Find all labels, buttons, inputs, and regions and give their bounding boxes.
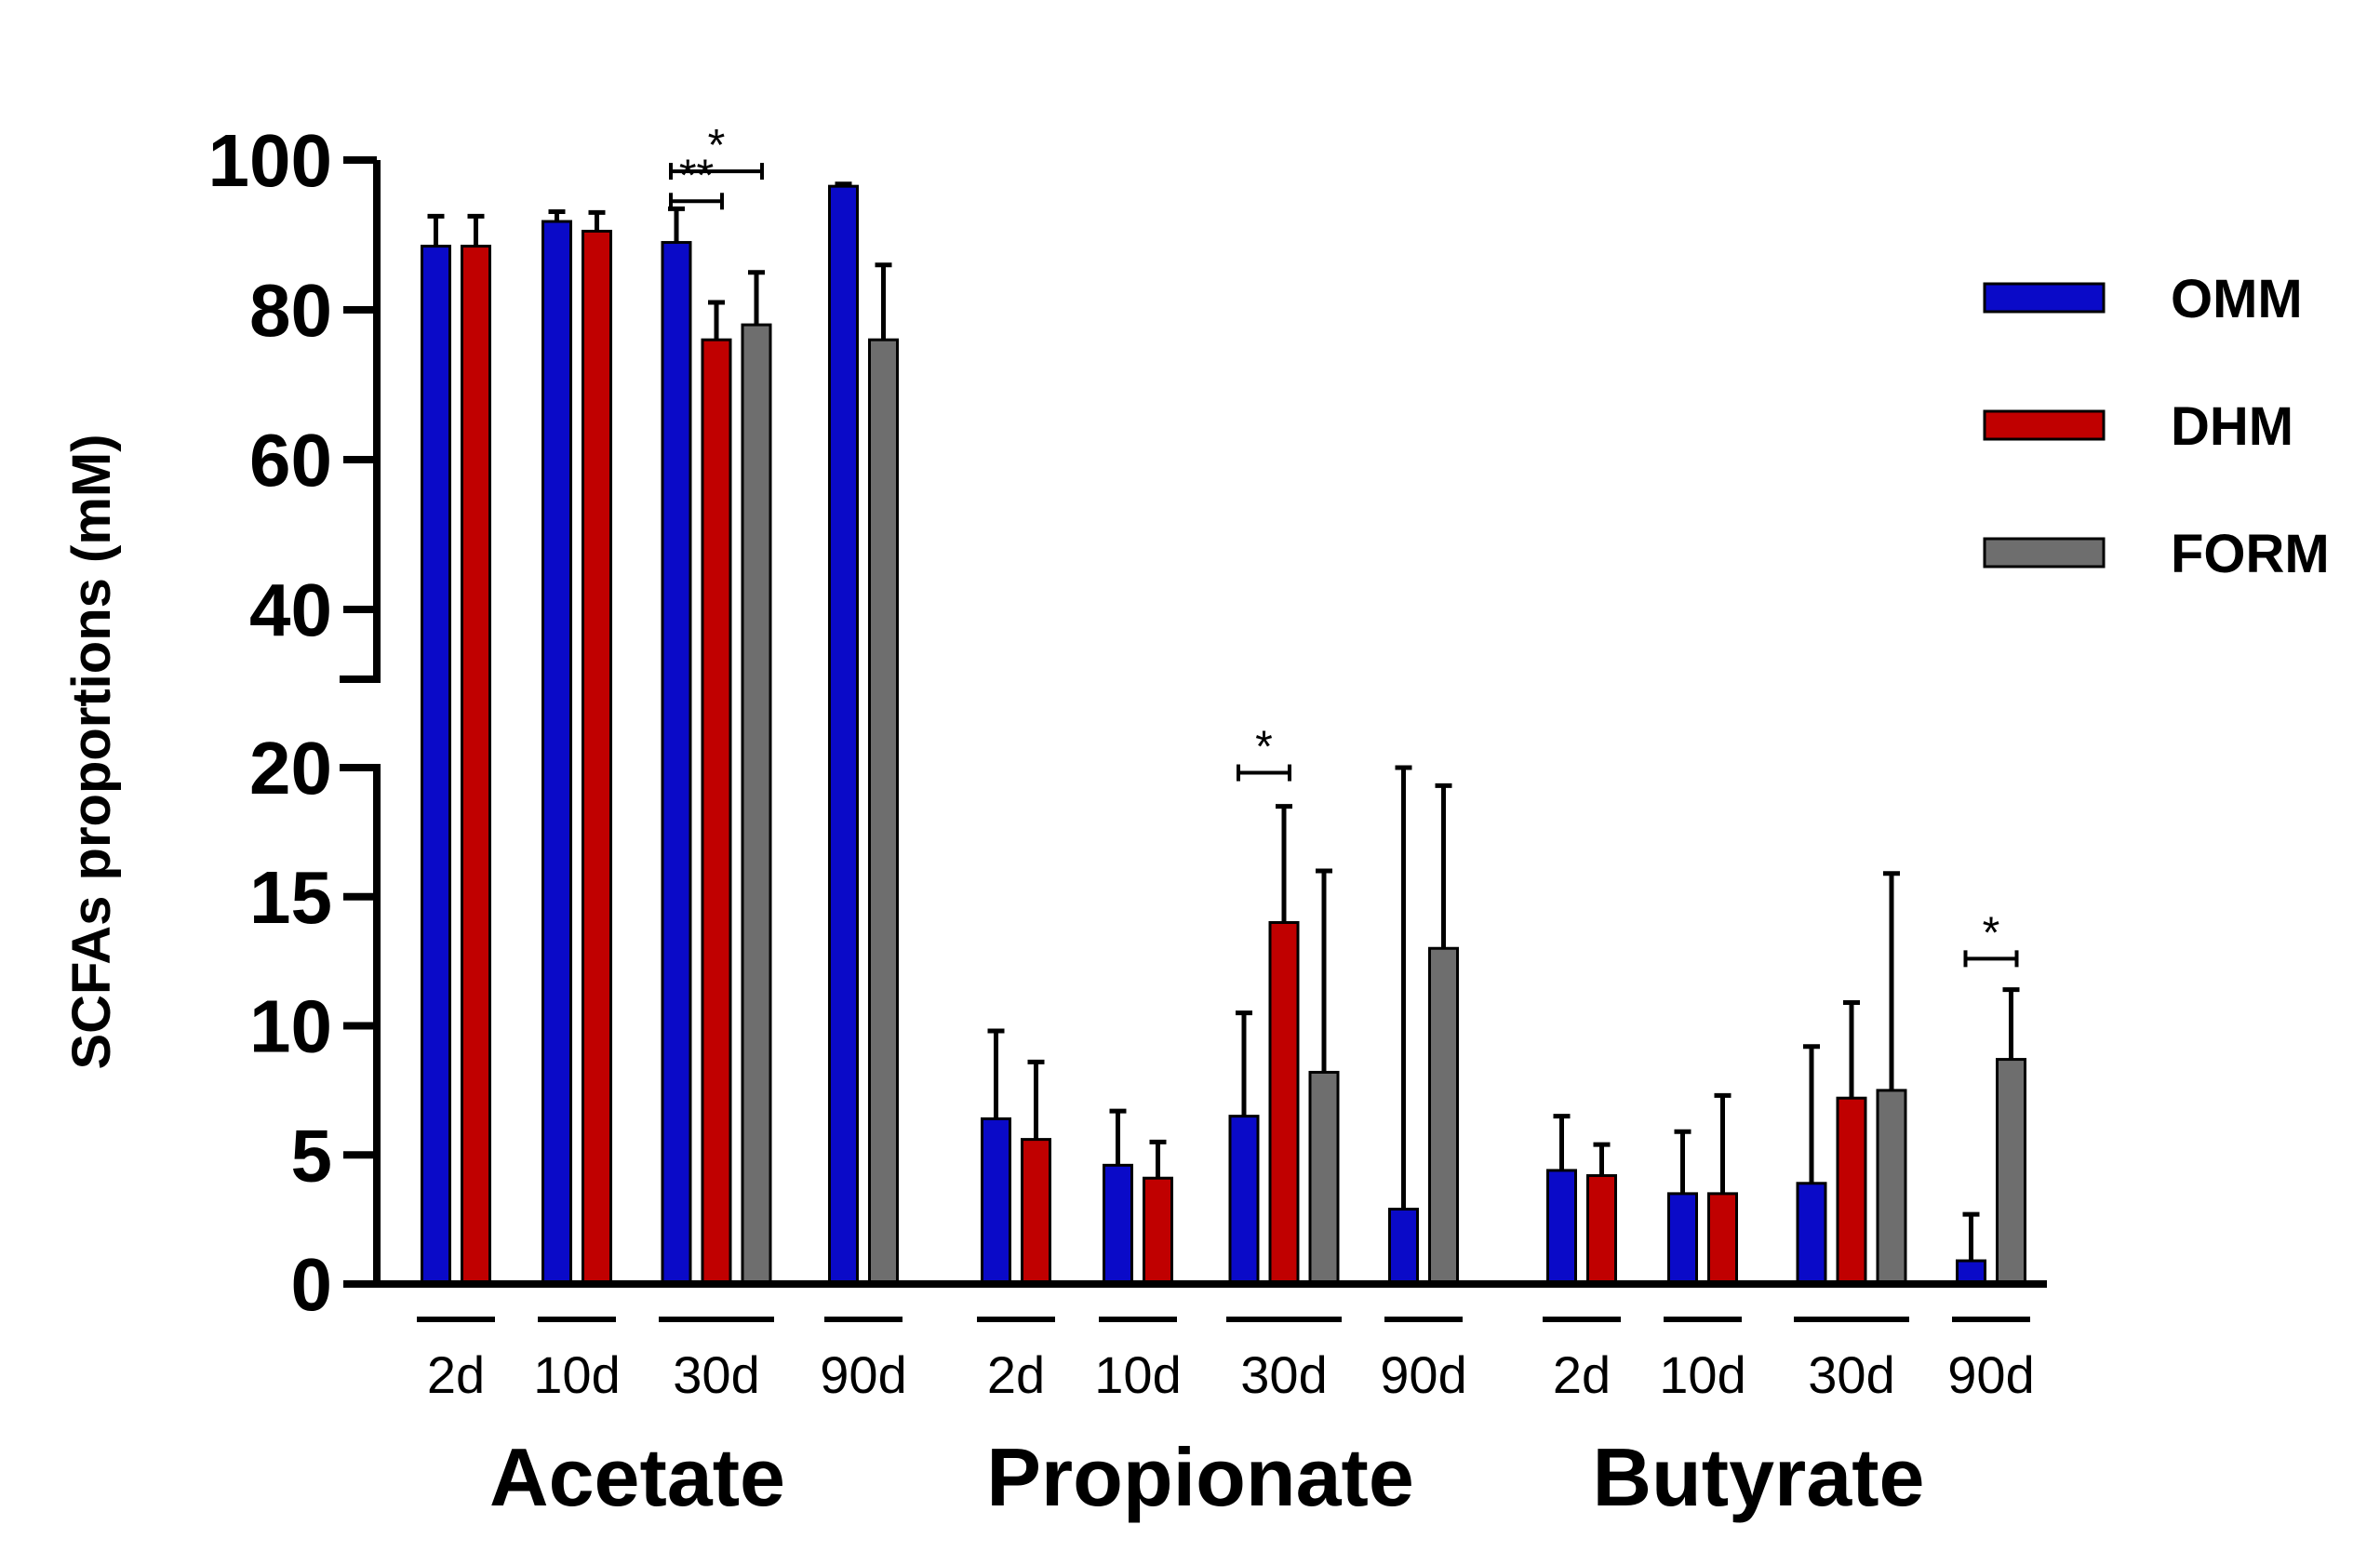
bar-butyrate-30d-form — [1876, 1089, 1907, 1286]
legend-swatch-omm — [1983, 282, 2106, 314]
bar-butyrate-30d-dhm — [1836, 1096, 1867, 1286]
y-axis-title: SCFAs proportions (mM) — [61, 434, 122, 1069]
y-tick-80-label: 80 — [249, 269, 332, 352]
bar-butyrate-30d-omm — [1796, 1182, 1827, 1286]
timepoint-label-butyrate-90d: 90d — [1947, 1345, 2034, 1404]
y-tick-15-label: 15 — [249, 856, 332, 939]
bar-acetate-30d-omm — [661, 241, 692, 1286]
bar-butyrate-10d-dhm — [1707, 1192, 1738, 1286]
y-tick-5-label: 5 — [291, 1114, 333, 1197]
timepoint-label-acetate-10d: 10d — [533, 1345, 620, 1404]
legend-label-omm: OMM — [2171, 269, 2303, 329]
legend-label-dhm: DHM — [2171, 396, 2293, 457]
timepoint-label-acetate-90d: 90d — [820, 1345, 906, 1404]
legend-label-form: FORM — [2171, 524, 2330, 584]
bar-butyrate-2d-dhm — [1586, 1173, 1617, 1286]
group-label-acetate: Acetate — [489, 1431, 785, 1523]
bar-butyrate-10d-omm — [1667, 1192, 1698, 1286]
timepoint-label-propionate-30d: 30d — [1240, 1345, 1327, 1404]
timepoint-label-propionate-10d: 10d — [1094, 1345, 1181, 1404]
group-label-butyrate: Butyrate — [1593, 1431, 1925, 1523]
timepoint-label-acetate-30d: 30d — [673, 1345, 759, 1404]
bar-acetate-10d-dhm — [582, 229, 612, 1286]
significance-propionate-30d-omm-dhm-label: * — [1255, 723, 1273, 772]
bar-propionate-10d-omm — [1103, 1163, 1133, 1286]
bar-acetate-30d-dhm — [701, 338, 732, 1286]
significance-butyrate-90d-omm-form-label: * — [1983, 908, 2000, 957]
bar-propionate-2d-omm — [981, 1117, 1011, 1286]
bar-butyrate-90d-omm — [1956, 1259, 1986, 1286]
bar-propionate-2d-dhm — [1021, 1138, 1051, 1286]
legend-swatch-dhm — [1983, 409, 2106, 441]
y-tick-60-label: 60 — [249, 419, 332, 502]
bar-acetate-10d-omm — [542, 220, 572, 1286]
y-tick-0-label: 0 — [291, 1243, 333, 1326]
bar-propionate-30d-dhm — [1268, 921, 1300, 1286]
timepoint-label-acetate-2d: 2d — [427, 1345, 485, 1404]
bar-acetate-30d-form — [741, 323, 772, 1286]
y-tick-10-label: 10 — [249, 985, 332, 1068]
bar-acetate-2d-dhm — [461, 245, 491, 1286]
bar-propionate-10d-dhm — [1143, 1176, 1173, 1286]
bar-acetate-2d-omm — [421, 245, 451, 1286]
bar-acetate-90d-form — [868, 338, 899, 1286]
timepoint-label-propionate-2d: 2d — [987, 1345, 1045, 1404]
significance-acetate-30d-omm-dhm-label: ** — [679, 151, 714, 200]
bar-butyrate-90d-form — [1996, 1058, 2026, 1286]
y-tick-100-label: 100 — [208, 119, 332, 202]
bar-acetate-90d-omm — [828, 184, 859, 1286]
significance-acetate-30d-omm-form-label: * — [708, 121, 726, 170]
bar-propionate-90d-omm — [1388, 1208, 1419, 1286]
timepoint-label-butyrate-10d: 10d — [1659, 1345, 1745, 1404]
legend: OMM DHM FORM — [1983, 269, 2330, 584]
timepoint-label-butyrate-2d: 2d — [1553, 1345, 1611, 1404]
bar-propionate-30d-omm — [1228, 1115, 1260, 1286]
timepoint-label-butyrate-30d: 30d — [1808, 1345, 1894, 1404]
bar-propionate-30d-form — [1308, 1070, 1340, 1286]
legend-swatch-form — [1983, 537, 2106, 568]
bar-propionate-90d-form — [1428, 946, 1459, 1286]
y-tick-40-label: 40 — [249, 568, 332, 651]
y-tick-20-label: 20 — [249, 727, 332, 809]
bar-butyrate-2d-omm — [1546, 1169, 1577, 1286]
timepoint-label-propionate-90d: 90d — [1380, 1345, 1466, 1404]
group-label-propionate: Propionate — [986, 1431, 1414, 1523]
